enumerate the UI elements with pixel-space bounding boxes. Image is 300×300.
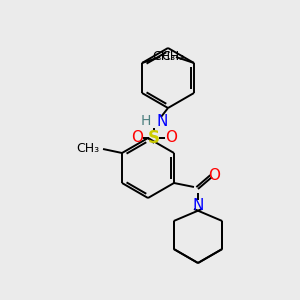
Text: N: N [157,113,168,128]
Text: CH₃: CH₃ [76,142,99,155]
Text: N: N [192,197,204,212]
Text: O: O [208,167,220,182]
Text: CH₃: CH₃ [161,50,184,64]
Text: CH₃: CH₃ [152,50,175,64]
Text: O: O [165,130,177,146]
Text: S: S [148,129,160,147]
Text: O: O [131,130,143,146]
Text: H: H [141,114,151,128]
